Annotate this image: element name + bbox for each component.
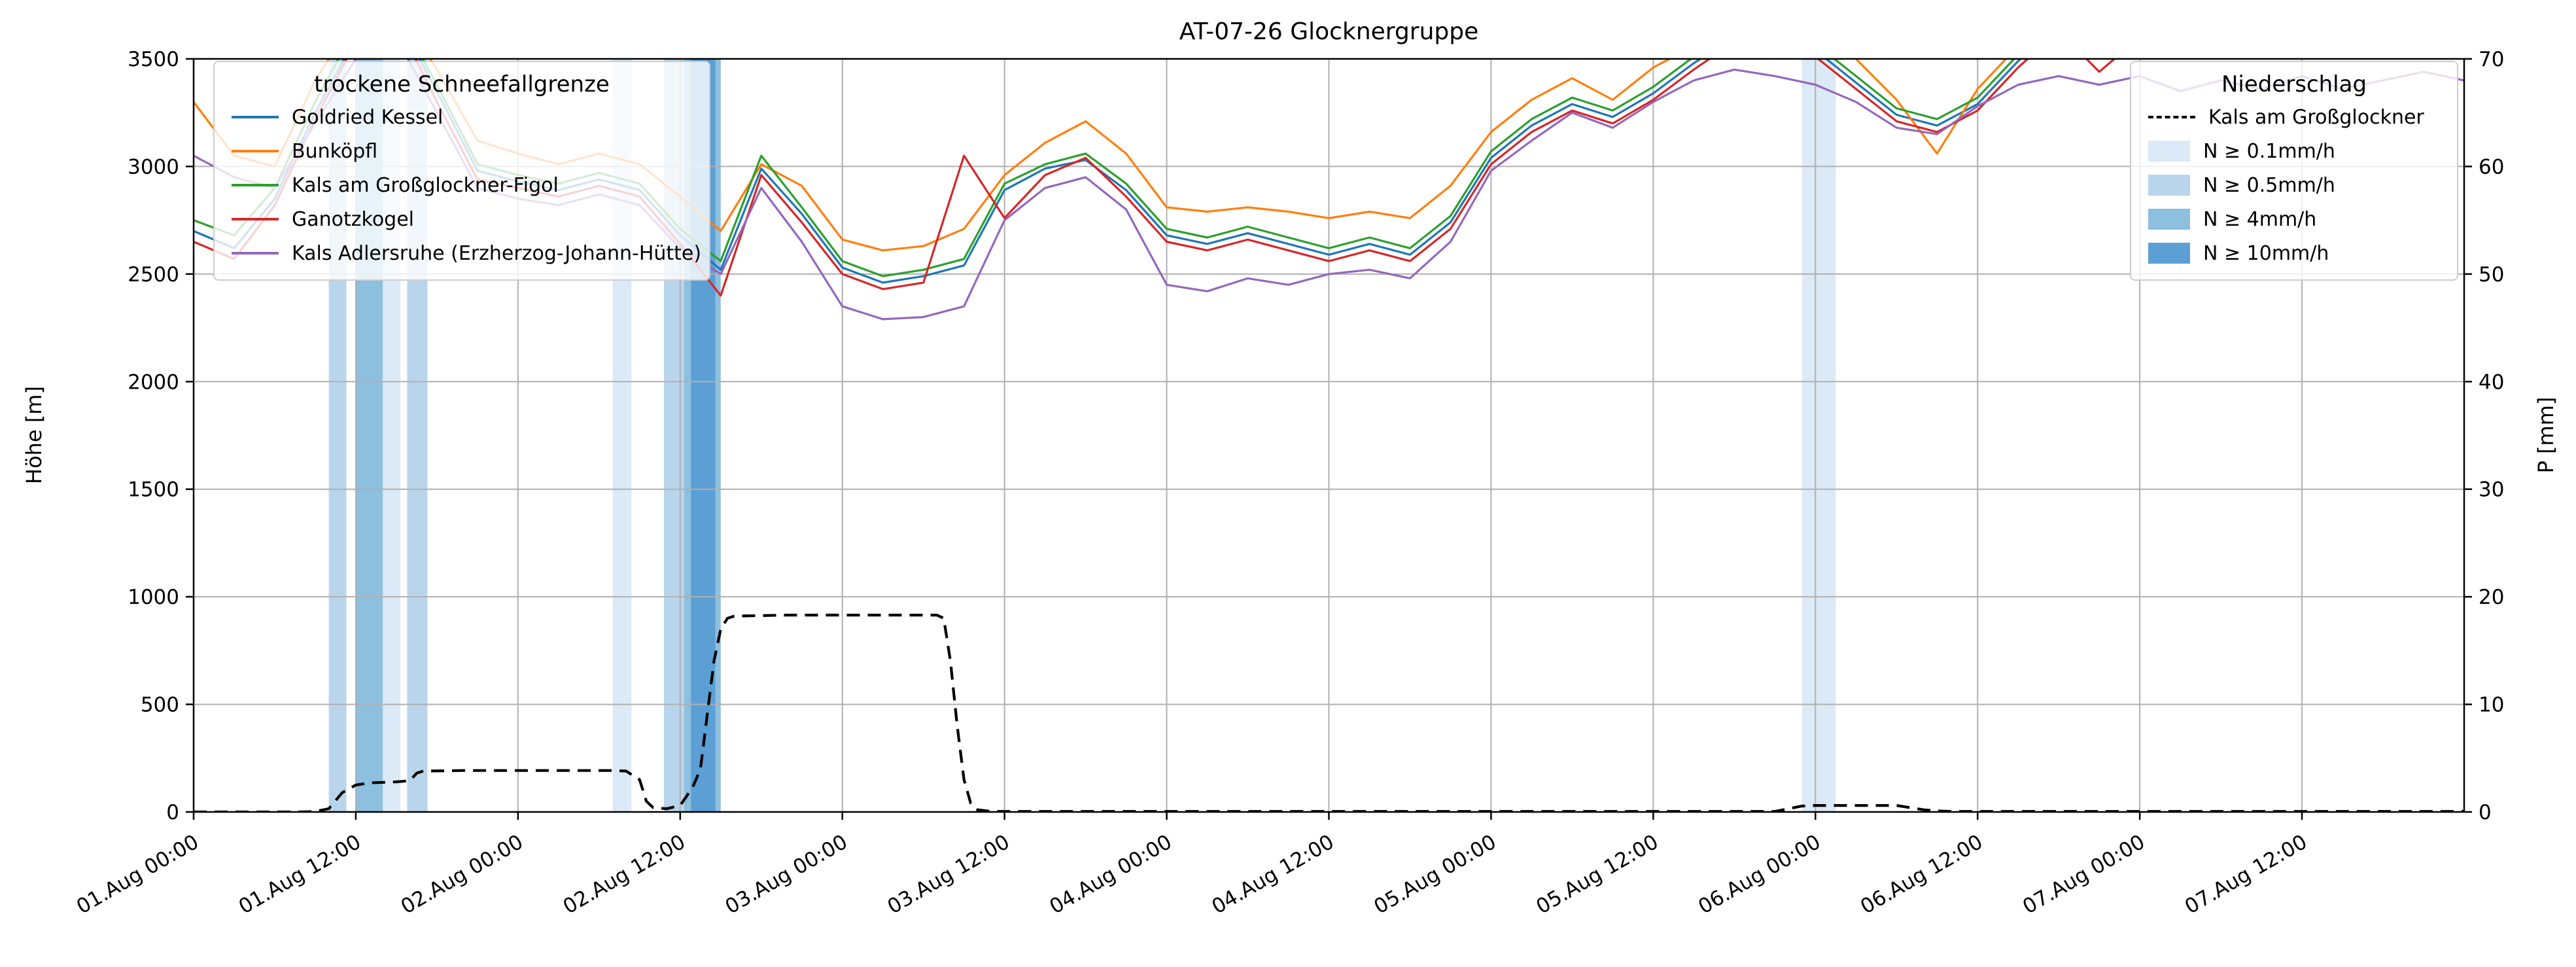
y-tick-label-left: 500 <box>141 694 179 717</box>
x-tick-label: 07.Aug 00:00 <box>2019 830 2149 919</box>
x-tick-label: 06.Aug 12:00 <box>1856 830 1987 919</box>
x-tick-label: 06.Aug 00:00 <box>1694 830 1824 919</box>
legend-precipitation-entries: Kals am Großglockner N ≥ 0.1mm/h N ≥ 0.5mm… <box>2148 100 2440 270</box>
y-tick-label-left: 3000 <box>128 155 179 179</box>
x-tick-label: 07.Aug 12:00 <box>2181 830 2311 919</box>
y-tick-label-left: 1500 <box>128 478 179 502</box>
legend-precipitation-title: Niederschlag <box>2221 71 2367 97</box>
legend-entry: Ganotzkogel <box>232 202 692 236</box>
x-tick-label: 02.Aug 00:00 <box>397 830 527 919</box>
legend-entry: Kals am Großglockner <box>2148 100 2440 134</box>
x-tick-label: 04.Aug 00:00 <box>1046 830 1176 919</box>
legend-entry: N ≥ 10mm/h <box>2148 236 2440 270</box>
y-tick-label-right: 20 <box>2479 586 2504 609</box>
y-tick-label-right: 0 <box>2479 801 2492 824</box>
legend-entry-label: N ≥ 0.5mm/h <box>2203 173 2335 197</box>
legend-entry-label: N ≥ 4mm/h <box>2203 207 2317 231</box>
legend-precipitation: Niederschlag Kals am Großglockner N ≥ 0.1… <box>2130 61 2458 281</box>
precip-line-kals-am-gro-glockner <box>194 613 2464 812</box>
y-tick-label-right: 60 <box>2479 155 2504 179</box>
legend-entry-label: Kals Adlersruhe (Erzherzog-Johann-Hütte) <box>292 241 702 265</box>
precip-band-0.1 <box>1801 59 1836 812</box>
y-tick-label-right: 40 <box>2479 370 2504 394</box>
legend-entry: Bunköpfl <box>232 134 692 168</box>
legend-line-swatch <box>232 184 279 186</box>
y-tick-label-left: 2000 <box>128 370 179 394</box>
x-tick-label: 03.Aug 12:00 <box>884 830 1014 919</box>
legend-entry: N ≥ 0.1mm/h <box>2148 134 2440 168</box>
legend-entry-label: Bunköpfl <box>292 139 378 163</box>
legend-entry-label: Kals am Großglockner <box>2208 105 2424 129</box>
x-tick-label: 01.Aug 12:00 <box>235 830 365 919</box>
legend-entry: Kals am Großglockner-Figol <box>232 168 692 202</box>
legend-band-swatch <box>2148 141 2190 162</box>
y-tick-label-right: 70 <box>2479 48 2504 71</box>
legend-line-swatch <box>232 116 279 118</box>
x-tick-label: 03.Aug 00:00 <box>722 830 852 919</box>
legend-snowfall-entries: Goldried Kessel Bunköpfl Kals am Großglock… <box>232 100 701 270</box>
axis-ticks <box>186 58 2472 820</box>
y-tick-label-left: 3500 <box>128 48 179 71</box>
y-tick-label-left: 1000 <box>128 586 179 609</box>
y-tick-label-left: 2500 <box>128 263 179 287</box>
legend-snowfall-title: trockene Schneefallgrenze <box>314 71 610 97</box>
legend-dashed-line-swatch <box>2148 116 2195 118</box>
legend-snowfall-limit: trockene Schneefallgrenze Goldried Kesse… <box>213 61 710 281</box>
x-tick-label: 05.Aug 00:00 <box>1370 830 1500 919</box>
legend-band-swatch <box>2148 175 2190 196</box>
y-tick-label-left: 0 <box>166 801 179 824</box>
legend-entry: Kals Adlersruhe (Erzherzog-Johann-Hütte) <box>232 236 701 270</box>
legend-entry: N ≥ 4mm/h <box>2148 202 2440 236</box>
legend-entry-label: Ganotzkogel <box>292 207 415 231</box>
legend-band-swatch <box>2148 209 2190 230</box>
y-tick-label-right: 50 <box>2479 263 2504 287</box>
legend-line-swatch <box>232 218 279 220</box>
legend-entry-label: N ≥ 0.1mm/h <box>2203 139 2335 163</box>
x-tick-label: 04.Aug 12:00 <box>1208 830 1338 919</box>
legend-line-swatch <box>232 150 279 152</box>
legend-line-swatch <box>232 252 279 255</box>
x-tick-label: 05.Aug 12:00 <box>1532 830 1662 919</box>
y-tick-label-right: 30 <box>2479 478 2504 502</box>
x-tick-label: 01.Aug 00:00 <box>73 830 203 919</box>
legend-entry-label: N ≥ 10mm/h <box>2203 241 2329 265</box>
legend-entry-label: Kals am Großglockner-Figol <box>292 173 559 197</box>
legend-band-swatch <box>2148 243 2190 264</box>
legend-entry-label: Goldried Kessel <box>292 105 444 129</box>
legend-entry: N ≥ 0.5mm/h <box>2148 168 2440 202</box>
y-tick-label-right: 10 <box>2479 694 2504 717</box>
x-tick-label: 02.Aug 12:00 <box>559 830 689 919</box>
chart-title: AT-07-26 Glocknergruppe <box>1179 18 1479 45</box>
legend-entry: Goldried Kessel <box>232 100 692 134</box>
